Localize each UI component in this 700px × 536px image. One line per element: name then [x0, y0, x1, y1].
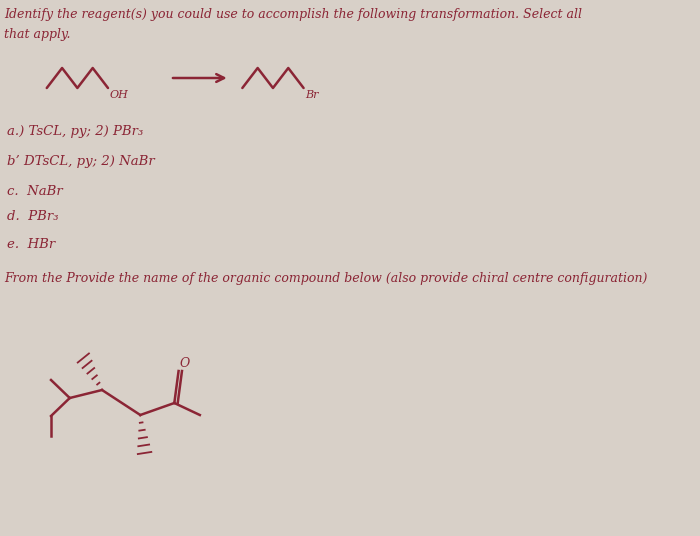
Text: d.  PBr₃: d. PBr₃: [7, 210, 58, 223]
Text: OH: OH: [110, 90, 129, 100]
Text: a.) TsCL, py; 2) PBr₃: a.) TsCL, py; 2) PBr₃: [7, 125, 143, 138]
Text: Identify the reagent(s) you could use to accomplish the following transformation: Identify the reagent(s) you could use to…: [4, 8, 582, 21]
Text: c.  NaBr: c. NaBr: [7, 185, 62, 198]
Text: O: O: [179, 357, 190, 370]
Text: Br: Br: [305, 90, 318, 100]
Text: e.  HBr: e. HBr: [7, 238, 55, 251]
Text: that apply.: that apply.: [4, 28, 71, 41]
Text: From the Provide the name of the organic compound below (also provide chiral cen: From the Provide the name of the organic…: [4, 272, 648, 285]
Text: b’ DTsCL, py; 2) NaBr: b’ DTsCL, py; 2) NaBr: [7, 155, 155, 168]
